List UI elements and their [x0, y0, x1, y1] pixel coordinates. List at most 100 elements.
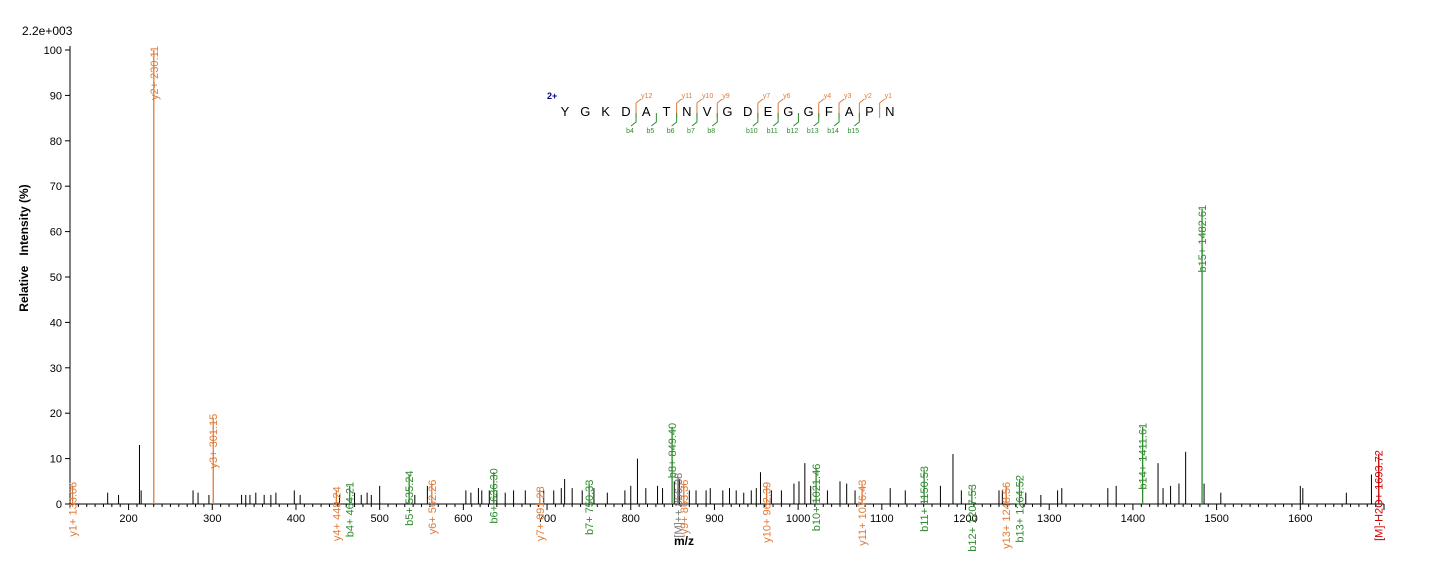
x-tick-label: 800: [622, 513, 640, 525]
peak-label: [M]-H2O+ 1693.72: [1374, 450, 1386, 541]
y-ion-label: y9: [722, 93, 730, 100]
sequence-residue: N: [682, 104, 691, 119]
x-tick-label: 200: [119, 513, 137, 525]
y-ion-bracket: [757, 98, 764, 118]
peak-label: y1+ 133.06: [68, 482, 80, 537]
x-tick-label: 1400: [1121, 513, 1145, 525]
peak-label: y11+ 1076.43: [857, 480, 869, 546]
peak-label: y13+ 1248.56: [1001, 482, 1013, 549]
sequence-residue: A: [642, 104, 651, 119]
y-axis-title: Relative Intensity (%): [17, 184, 31, 311]
b-ion-label: b11: [767, 128, 778, 135]
sequence-residue: G: [722, 104, 732, 119]
x-tick-label: 1300: [1037, 513, 1061, 525]
b-ion-bracket: [772, 113, 779, 127]
y-tick-label: 80: [50, 136, 62, 148]
peak-label: y2+ 230.11: [149, 46, 161, 100]
peak-label: y7+ 691.28: [535, 486, 547, 541]
b-ion-label: b8: [707, 128, 715, 135]
b-ion-label: b5: [646, 128, 654, 135]
peak-label: b15+ 1482.61: [1197, 205, 1209, 273]
x-tick-label: 500: [370, 513, 388, 525]
x-tick-label: 700: [538, 513, 556, 525]
b-ion-bracket: [833, 113, 840, 127]
y-ion-bracket: [676, 98, 682, 118]
x-axis-title: m/z: [674, 534, 694, 548]
sequence-residue: T: [663, 104, 671, 119]
sequence-residue: E: [764, 104, 773, 119]
y-tick-label: 20: [50, 408, 62, 420]
x-tick-label: 400: [287, 513, 305, 525]
y-tick-label: 30: [50, 363, 62, 375]
b-ion-bracket: [651, 113, 657, 127]
y-ion-label: y7: [763, 93, 771, 100]
sequence-residue: G: [580, 104, 590, 119]
y-tick-label: 90: [50, 90, 62, 102]
sequence-residue: P: [865, 104, 874, 119]
sequence-residue: D: [621, 104, 630, 119]
sequence-residue: N: [885, 104, 894, 119]
y-tick-label: 10: [50, 454, 62, 466]
peak-label: y9+ 863.36: [679, 480, 691, 535]
b-ion-label: b4: [626, 128, 634, 135]
x-tick-label: 1000: [786, 513, 810, 525]
x-tick-label: 1200: [953, 513, 977, 525]
axes: 0 10 20 30 40 50 60 70 80 90 100 200 300 400 500 600 700…: [44, 45, 1385, 525]
peak-label: y6+ 562.26: [427, 480, 439, 535]
y-ion-label: y1: [885, 93, 893, 100]
y-ion-label: y11: [682, 93, 693, 100]
y-ion-label: y6: [783, 93, 791, 100]
b-ion-bracket: [691, 113, 698, 127]
y-ion-bracket: [838, 98, 845, 118]
sequence-residue: F: [825, 104, 833, 119]
peak-label: b6+ 636.30: [489, 468, 501, 523]
x-tick-label: 300: [203, 513, 221, 525]
peak-label: b8+ 849.40: [667, 423, 679, 478]
peak-label: b13+ 1264.52: [1015, 475, 1027, 543]
b-ion-bracket: [671, 113, 678, 127]
y-ion-label: y10: [702, 93, 713, 100]
x-tick-label: 1100: [870, 513, 894, 525]
b-ion-bracket: [752, 113, 759, 127]
b-ion-bracket: [854, 113, 860, 127]
b-ion-label: b6: [667, 128, 675, 135]
peak-label: [M]++ 856.38: [673, 473, 685, 538]
sequence-residue: V: [703, 104, 712, 119]
y-tick-label: 40: [50, 317, 62, 329]
x-tick-label: 600: [454, 513, 472, 525]
b-ion-label: b7: [687, 128, 695, 135]
b-ion-bracket: [711, 113, 718, 127]
sequence-residue: A: [845, 104, 854, 119]
peak-label: y4+ 448.24: [331, 486, 343, 541]
peak-label: b11+ 1150.53: [919, 466, 931, 532]
peak-label: b5+ 535.24: [404, 470, 416, 525]
peak-label: b4+ 464.21: [345, 482, 357, 537]
b-ion-label: b10: [746, 128, 758, 135]
charge-state-label: 2+: [547, 91, 557, 101]
x-tick-label: 1600: [1288, 513, 1312, 525]
peak-label: b14+ 1411.61: [1138, 423, 1150, 490]
y-ion-label: y12: [641, 93, 652, 100]
x-tick-label: 900: [705, 513, 723, 525]
y-ion-label: y3: [844, 93, 852, 100]
y-tick-label: 100: [44, 45, 62, 57]
sequence-residue: G: [804, 104, 814, 119]
y-tick-label: 50: [50, 272, 62, 284]
b-ion-bracket: [630, 113, 637, 127]
b-ion-bracket: [793, 113, 799, 127]
peak-label: b7+ 750.33: [584, 480, 596, 535]
y-tick-label: 70: [50, 181, 62, 193]
b-ion-label: b12: [787, 128, 799, 135]
sequence-residue: G: [783, 104, 793, 119]
b-ion-label: b14: [827, 128, 839, 135]
peak-label: y3+ 301.15: [208, 414, 220, 469]
y-ion-bracket: [635, 98, 642, 118]
sequence-residue: K: [601, 104, 610, 119]
peak-label: y10+ 962.39: [762, 482, 774, 543]
y-ion-bracket: [818, 98, 825, 118]
y-tick-label: 60: [50, 227, 62, 239]
peak-labels-layer: y1+ 133.06 y2+ 230.11 y3+ 301.15 y4+ 448.24…: [68, 46, 1386, 552]
y-ion-bracket: [696, 98, 703, 118]
max-intensity-label: 2.2e+003: [22, 24, 73, 38]
